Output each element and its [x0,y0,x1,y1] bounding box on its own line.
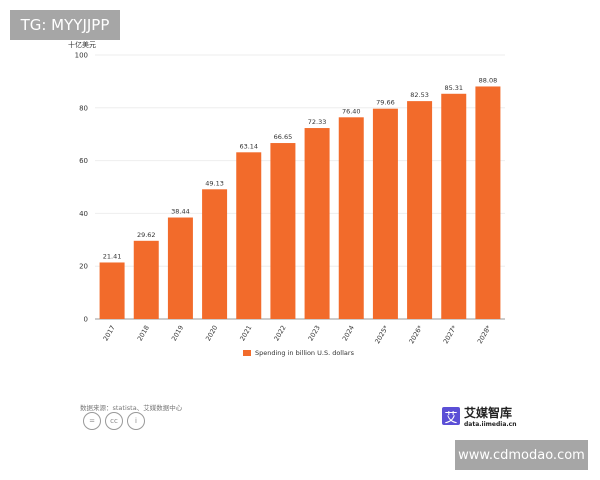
data-label: 66.65 [274,133,293,141]
data-label: 72.33 [308,118,327,126]
logo: 艾 艾媒智库 data.iimedia.cn [442,404,516,428]
watermark-top: TG: MYYJJPP [10,10,120,40]
bar [304,128,330,319]
logo-url: data.iimedia.cn [464,421,517,428]
logo-mark: 艾 [442,407,460,426]
y-tick-label: 80 [79,104,88,112]
data-label: 63.14 [239,142,258,150]
license-icons: = cc i [83,412,145,430]
bar [338,117,364,319]
y-tick-label: 100 [75,52,88,60]
bar [407,101,433,320]
bar [475,86,501,319]
y-tick-label: 20 [79,263,88,271]
bar [202,189,228,319]
bar [99,262,125,319]
y-tick-label: 40 [79,210,88,218]
x-tick-label: 2024 [341,324,356,342]
watermark-bottom: www.cdmodao.com [455,440,588,470]
x-tick-label: 2020 [204,324,219,342]
bar [441,93,467,319]
data-label: 76.40 [342,107,361,115]
legend-label: Spending in billion U.S. dollars [255,349,354,357]
y-tick-label: 0 [84,316,88,324]
x-tick-label: 2027* [442,323,459,345]
bar [236,152,262,319]
legend-swatch [243,350,251,356]
x-tick-label: 2017 [102,324,117,342]
x-tick-label: 2023 [307,324,322,342]
data-label: 21.41 [103,252,122,260]
x-tick-label: 2022 [272,324,287,342]
source-text: 数据来源：statista、艾媒数据中心 [80,404,183,412]
x-tick-label: 2025* [373,323,390,345]
y-tick-label: 60 [79,157,88,165]
x-tick-label: 2026* [407,323,424,345]
data-label: 88.08 [479,76,498,84]
data-label: 85.31 [444,84,463,92]
x-tick-label: 2018 [136,324,151,342]
x-tick-label: 2021 [238,324,253,342]
cc-by-icon: i [127,412,145,430]
cc-nd-icon: = [83,412,101,430]
bar [167,217,193,319]
data-label: 82.53 [410,91,429,99]
bar [270,143,296,319]
unit-label: 十亿美元 [68,41,96,49]
data-label: 49.13 [205,179,224,187]
data-label: 29.62 [137,231,156,239]
bar [133,240,159,319]
cc-icon: cc [105,412,123,430]
x-tick-label: 2019 [170,324,185,342]
data-label: 38.44 [171,208,190,216]
logo-name: 艾媒智库 [464,406,513,420]
legend: Spending in billion U.S. dollars [243,349,354,357]
x-tick-label: 2028* [476,323,493,345]
bar [372,108,398,319]
data-label: 79.66 [376,99,395,107]
